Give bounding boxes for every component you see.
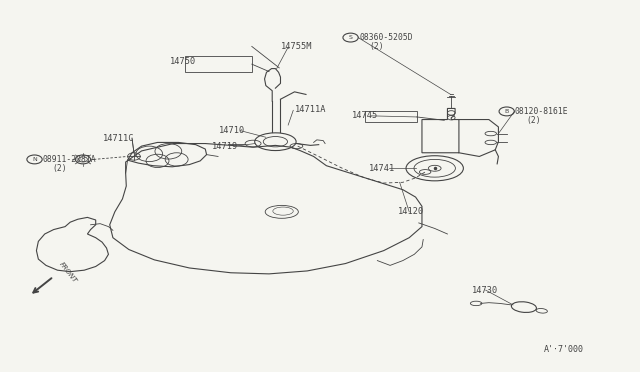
Text: 08360-5205D: 08360-5205D [360,33,413,42]
Text: (2): (2) [370,42,385,51]
Text: B: B [504,109,509,114]
Bar [185,56,252,71]
Text: 14741: 14741 [369,164,396,173]
Text: 14710: 14710 [220,126,246,135]
Text: (2): (2) [527,116,541,125]
Text: 14711C: 14711C [103,134,135,143]
Text: 14719: 14719 [212,142,238,151]
Text: 14711A: 14711A [294,105,326,115]
Bar [365,112,417,122]
Text: A'·7'000: A'·7'000 [544,345,584,354]
Text: 14120: 14120 [397,206,424,216]
Text: 14755M: 14755M [280,42,312,51]
Text: (2): (2) [52,164,67,173]
Text: 08911-2081A: 08911-2081A [43,155,97,164]
Text: N: N [32,157,37,162]
Text: 08120-8161E: 08120-8161E [515,107,568,116]
Text: S: S [349,35,353,40]
Text: 14730: 14730 [472,286,498,295]
Text: 14750: 14750 [170,57,196,66]
Text: 14745: 14745 [352,111,378,121]
Text: FRONT: FRONT [58,260,77,283]
